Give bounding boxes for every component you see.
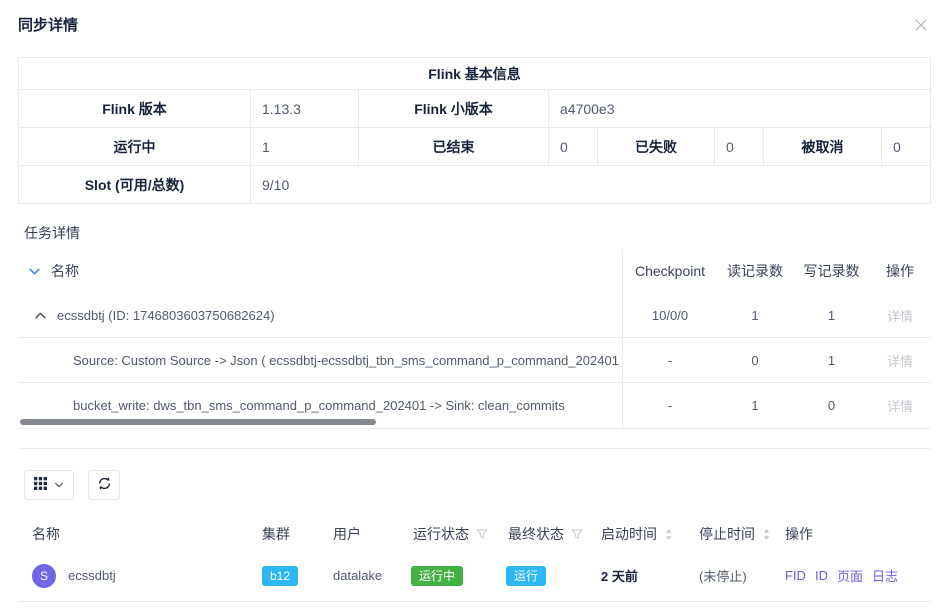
- fid-link[interactable]: FID: [785, 568, 806, 583]
- flink-info-title: Flink 基本信息: [17, 57, 932, 90]
- jobs-col-user: 用户: [333, 526, 361, 542]
- task-read-count: 1: [751, 307, 759, 323]
- finished-value: 0: [548, 127, 598, 166]
- canceled-label: 被取消: [763, 127, 882, 166]
- running-value: 1: [250, 127, 359, 166]
- failed-value: 0: [714, 127, 764, 166]
- jobs-col-cluster: 集群: [262, 526, 290, 542]
- filter-icon[interactable]: [571, 528, 583, 540]
- slot-label: Slot (可用/总数): [18, 165, 251, 204]
- job-stop-time: (未停止): [699, 569, 747, 584]
- detail-link[interactable]: 详情: [886, 353, 913, 369]
- close-icon[interactable]: [912, 16, 930, 34]
- job-user: datalake: [333, 568, 383, 583]
- id-link[interactable]: ID: [814, 568, 828, 583]
- detail-link[interactable]: 详情: [886, 399, 913, 414]
- run-status-badge: 运行中: [411, 565, 464, 586]
- task-details-section-title: 任务详情: [24, 225, 80, 241]
- task-read-count: 1: [751, 398, 759, 413]
- drawer-header: 同步详情: [0, 0, 948, 34]
- jobs-col-stop-time: 停止时间: [699, 526, 755, 542]
- sort-icon[interactable]: [664, 528, 673, 541]
- jobs-col-final-status: 最终状态: [508, 526, 564, 542]
- finished-label: 已结束: [358, 127, 549, 166]
- drawer-title: 同步详情: [18, 17, 79, 34]
- task-row: Source: Custom Source -> Json ( ecssdbtj…: [18, 338, 930, 383]
- task-write-count: 1: [827, 352, 836, 368]
- task-details-table: 名称 Checkpoint 读记录数 写记录数 操作 ecssdbtj (ID:…: [18, 249, 930, 429]
- divider: [18, 448, 930, 449]
- task-write-count: 1: [827, 307, 836, 323]
- final-status-badge: 运行: [506, 565, 547, 586]
- task-row: ecssdbtj (ID: 1746803603750682624) 10/0/…: [18, 293, 930, 338]
- running-label: 运行中: [18, 127, 251, 166]
- task-col-action: 操作: [886, 263, 914, 279]
- task-col-checkpoint: Checkpoint: [634, 263, 706, 279]
- chevron-down-icon: [54, 478, 64, 493]
- task-col-write: 写记录数: [803, 263, 860, 279]
- jobs-col-action: 操作: [785, 526, 813, 542]
- sort-icon[interactable]: [762, 528, 771, 541]
- flink-info-table: Flink 基本信息 Flink 版本 1.13.3 Flink 小版本 a47…: [17, 57, 932, 204]
- task-row: bucket_write: dws_tbn_sms_command_p_comm…: [18, 383, 930, 428]
- task-col-read: 读记录数: [727, 263, 783, 279]
- log-link[interactable]: 日志: [871, 569, 898, 584]
- job-row: S ecssdbtj b12 datalake 运行中 运行 2 天前 (未停止…: [18, 550, 930, 602]
- cluster-badge: b12: [262, 565, 299, 586]
- task-name: ecssdbtj (ID: 1746803603750682624): [57, 307, 275, 323]
- filter-icon[interactable]: [476, 528, 488, 540]
- flink-version-label: Flink 版本: [18, 89, 251, 128]
- refresh-icon: [97, 476, 112, 494]
- flink-version-value: 1.13.3: [250, 89, 359, 128]
- jobs-col-start-time: 启动时间: [601, 526, 657, 542]
- column-settings-button[interactable]: [24, 470, 74, 500]
- page-link[interactable]: 页面: [836, 569, 863, 584]
- avatar: S: [32, 563, 56, 588]
- task-table-header: 名称 Checkpoint 读记录数 写记录数 操作: [18, 249, 930, 293]
- task-name: Source: Custom Source -> Json ( ecssdbtj…: [73, 352, 622, 368]
- detail-link[interactable]: 详情: [886, 308, 913, 324]
- task-checkpoint: -: [667, 398, 673, 413]
- task-name: bucket_write: dws_tbn_sms_command_p_comm…: [73, 398, 565, 413]
- chevron-up-icon[interactable]: [34, 309, 47, 322]
- task-read-count: 0: [751, 352, 759, 368]
- jobs-table-header: 名称 集群 用户 运行状态 最终状态 启动时间: [18, 518, 930, 550]
- flink-minor-version-label: Flink 小版本: [358, 89, 549, 128]
- chevron-down-icon[interactable]: [28, 265, 41, 278]
- jobs-col-run-status: 运行状态: [413, 526, 469, 542]
- job-start-time: 2 天前: [601, 569, 638, 584]
- refresh-button[interactable]: [88, 470, 120, 500]
- horizontal-scrollbar[interactable]: [20, 419, 376, 425]
- flink-minor-version-value: a4700e3: [547, 89, 932, 128]
- task-checkpoint: -: [667, 352, 673, 368]
- table-toolbar: [24, 470, 948, 500]
- task-checkpoint: 10/0/0: [651, 307, 689, 323]
- task-col-name: 名称: [51, 263, 79, 279]
- slot-value: 9/10: [249, 165, 932, 204]
- grid-icon: [34, 477, 47, 493]
- jobs-table: 名称 集群 用户 运行状态 最终状态 启动时间: [18, 518, 930, 602]
- task-write-count: 0: [827, 398, 836, 413]
- job-name: ecssdbtj: [68, 568, 116, 583]
- jobs-col-name: 名称: [32, 526, 60, 542]
- canceled-value: 0: [880, 127, 932, 166]
- failed-label: 已失败: [597, 127, 715, 166]
